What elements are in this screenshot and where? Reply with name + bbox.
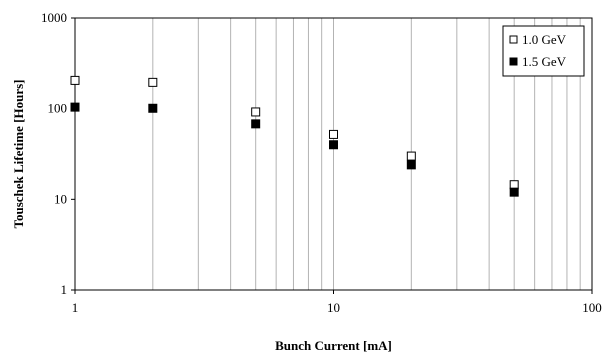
data-point-1-0-gev [329,129,338,139]
x-tick-label: 1 [72,300,79,315]
y-tick-label: 1 [61,282,68,297]
x-tick-label: 100 [582,300,602,315]
axis-ticks: 1 10 100 1 10 100 1000 [41,10,602,315]
data-point-1-0-gev [148,77,158,87]
legend-marker-filled-square [509,57,518,66]
data-point-1-5-gev [70,102,80,112]
legend: 1.0 GeV 1.5 GeV [502,25,585,77]
data-point-1-0-gev [406,151,416,161]
y-axis-label: Touschek Lifetime [Hours] [11,79,26,228]
legend-marker-open-square [509,35,518,44]
y-tick-label: 10 [54,191,67,206]
data-point-1-5-gev [251,119,261,129]
data-point-1-0-gev [251,107,261,117]
data-point-1-5-gev [148,103,158,113]
data-points [70,75,519,197]
data-point-1-5-gev [509,187,519,197]
y-tick-label: 100 [48,101,68,116]
x-tick-label: 10 [327,300,340,315]
data-point-1-5-gev [329,140,338,150]
legend-entry-1-5-gev: 1.5 GeV [522,54,567,69]
data-point-1-0-gev [70,75,80,85]
data-point-1-5-gev [406,160,416,170]
data-point-1-0-gev [509,180,519,190]
legend-entry-1-0-gev: 1.0 GeV [522,32,567,47]
x-axis-label: Bunch Current [mA] [275,338,392,353]
y-tick-label: 1000 [41,10,67,25]
legend-box [502,25,585,77]
